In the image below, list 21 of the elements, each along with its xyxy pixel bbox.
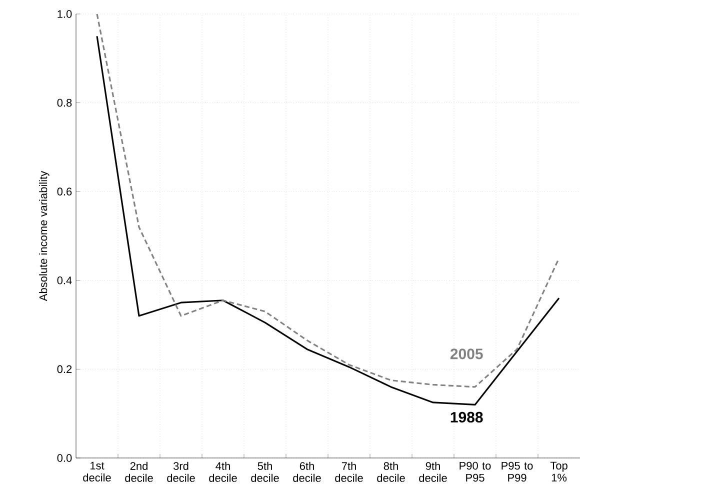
x-tick-label: 2nd decile <box>125 462 153 482</box>
series-label: 2005 <box>450 348 483 360</box>
series-label: 1988 <box>450 412 483 423</box>
x-tick-label: 3rd decile <box>167 462 195 482</box>
y-tick-label: 0.4 <box>57 276 72 284</box>
x-tick-label: 4th decile <box>209 462 237 482</box>
y-tick-label: 0.6 <box>57 188 72 196</box>
x-tick-label: P95 to P99 <box>502 462 533 482</box>
x-tick-label: Top 1% <box>550 462 568 482</box>
x-tick-label: 9th decile <box>419 462 447 482</box>
x-tick-label: 5th decile <box>251 462 279 482</box>
x-tick-label: 6th decile <box>293 462 321 482</box>
y-tick-label: 1.0 <box>58 10 72 18</box>
y-axis-title: Absolute income variability <box>39 170 50 302</box>
y-tick-label: 0.2 <box>57 365 72 374</box>
x-tick-label: 7th decile <box>335 462 363 482</box>
x-tick-label: 1st decile <box>83 462 111 482</box>
x-tick-label: 8th decile <box>377 462 405 482</box>
y-tick-label: 0.0 <box>57 454 72 462</box>
x-tick-label: P90 to P95 <box>460 462 491 482</box>
y-tick-label: 0.8 <box>57 98 72 107</box>
